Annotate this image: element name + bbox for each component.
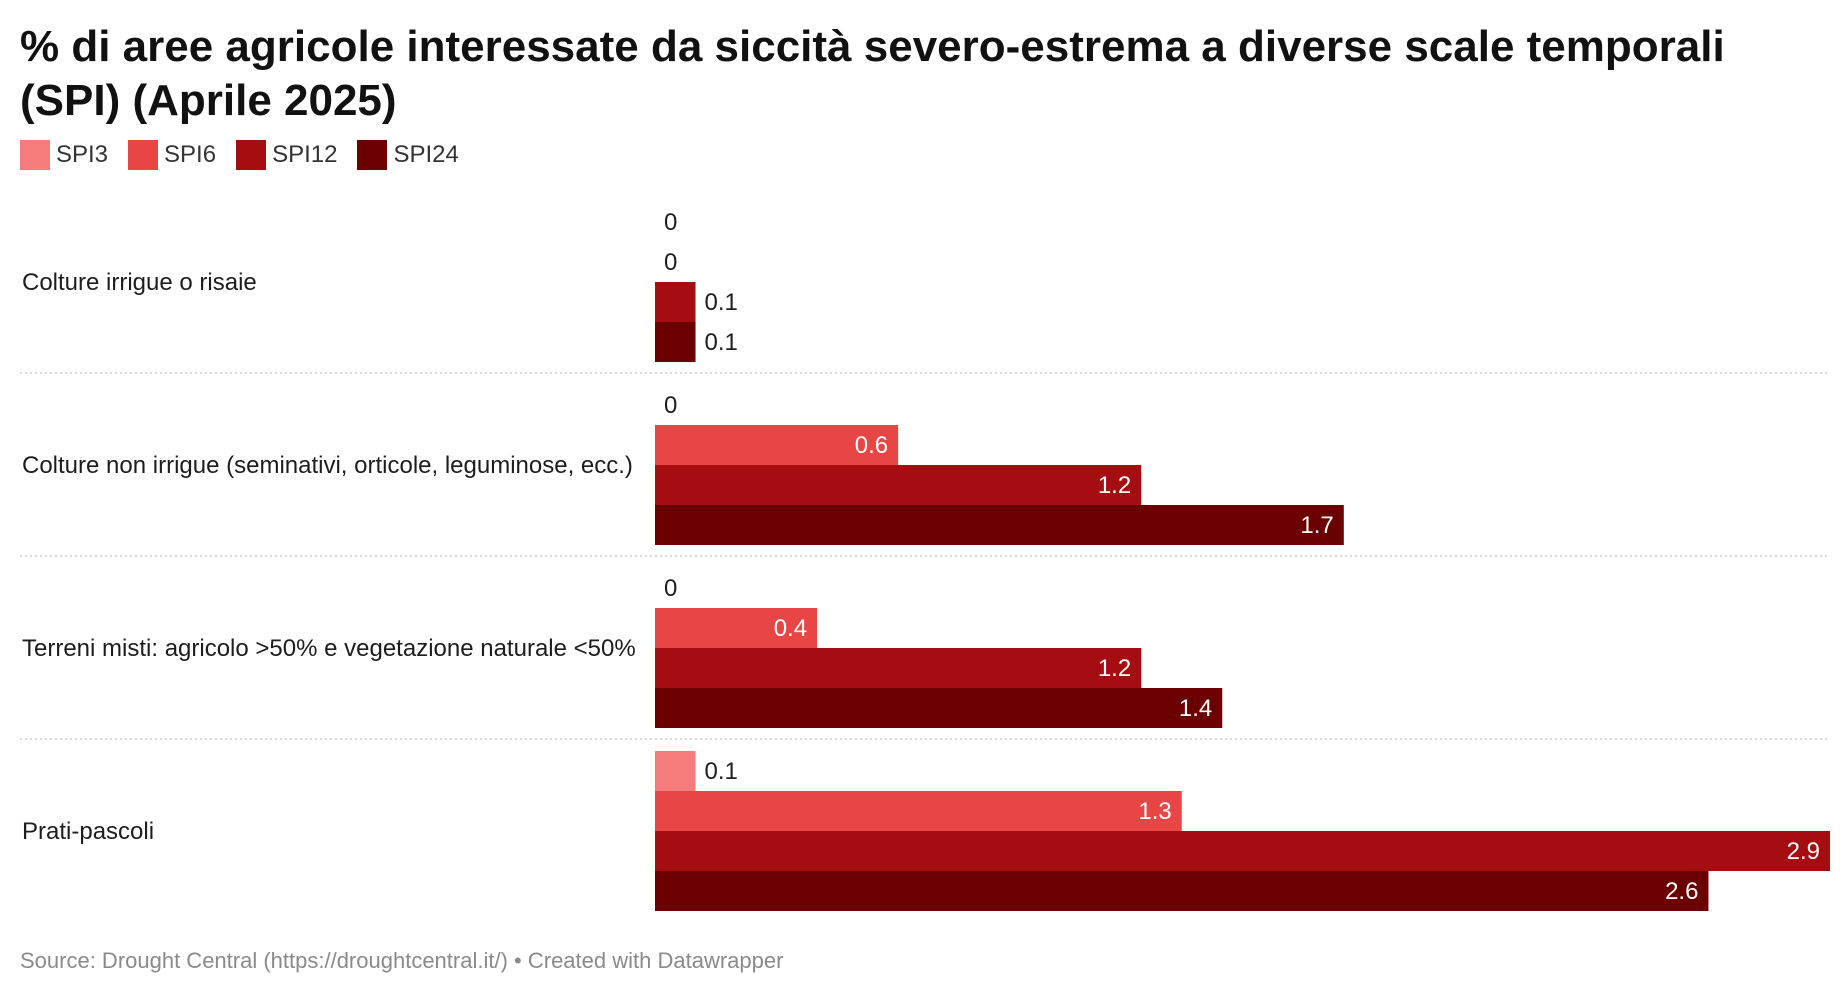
bar-spi6 [655, 791, 1182, 831]
value-label: 1.3 [1138, 798, 1171, 825]
value-label: 0.6 [855, 432, 888, 459]
source-text: Source: Drought Central (https://drought… [20, 948, 508, 973]
legend-swatch [20, 140, 50, 170]
value-label: 0.1 [705, 329, 738, 356]
value-label: 0 [664, 575, 677, 602]
bar-spi12 [655, 648, 1142, 688]
value-label: 0 [664, 392, 677, 419]
value-label: 0.1 [705, 289, 738, 316]
legend-swatch [236, 140, 267, 170]
value-label: 0 [664, 249, 677, 276]
chart-title: % di aree agricole interessate da siccit… [20, 22, 1725, 125]
value-label: 1.7 [1300, 512, 1333, 539]
value-label: 0.4 [774, 615, 807, 642]
footer-separator: • [514, 948, 522, 973]
value-label: 1.2 [1098, 472, 1131, 499]
value-label: 1.2 [1098, 655, 1131, 682]
legend: SPI3 SPI6 SPI12 SPI24 [20, 140, 479, 170]
bar-spi3 [655, 751, 696, 791]
category-label: Terreni misti: agricolo >50% e vegetazio… [22, 635, 636, 662]
bar-spi6 [655, 425, 899, 465]
bar-spi24 [655, 505, 1344, 545]
bar-spi24 [655, 871, 1709, 911]
bar-spi12 [655, 831, 1830, 871]
legend-label: SPI24 [393, 141, 459, 168]
credit-text: Created with Datawrapper [527, 948, 784, 973]
value-label: 2.6 [1665, 878, 1698, 905]
legend-item: SPI6 [128, 140, 216, 170]
value-label: 0.1 [705, 758, 738, 785]
category-label: Prati-pascoli [22, 818, 154, 845]
category-label: Colture non irrigue (seminativi, orticol… [22, 452, 633, 479]
footer: Source: Drought Central (https://drought… [20, 948, 783, 974]
legend-label: SPI6 [164, 141, 217, 168]
bar-spi24 [655, 688, 1223, 728]
legend-item: SPI3 [20, 140, 108, 170]
value-label: 2.9 [1787, 838, 1820, 865]
bar-spi12 [655, 465, 1142, 505]
legend-swatch [357, 140, 388, 170]
bar-spi6 [655, 608, 818, 648]
legend-label: SPI3 [56, 141, 109, 168]
value-label: 1.4 [1179, 695, 1212, 722]
legend-swatch [128, 140, 159, 170]
legend-item: SPI12 [236, 140, 337, 170]
bar-spi24 [655, 322, 696, 362]
category-label: Colture irrigue o risaie [22, 269, 257, 296]
bar-spi12 [655, 282, 696, 322]
value-label: 0 [664, 209, 677, 236]
legend-item: SPI24 [357, 140, 459, 170]
legend-label: SPI12 [272, 141, 338, 168]
